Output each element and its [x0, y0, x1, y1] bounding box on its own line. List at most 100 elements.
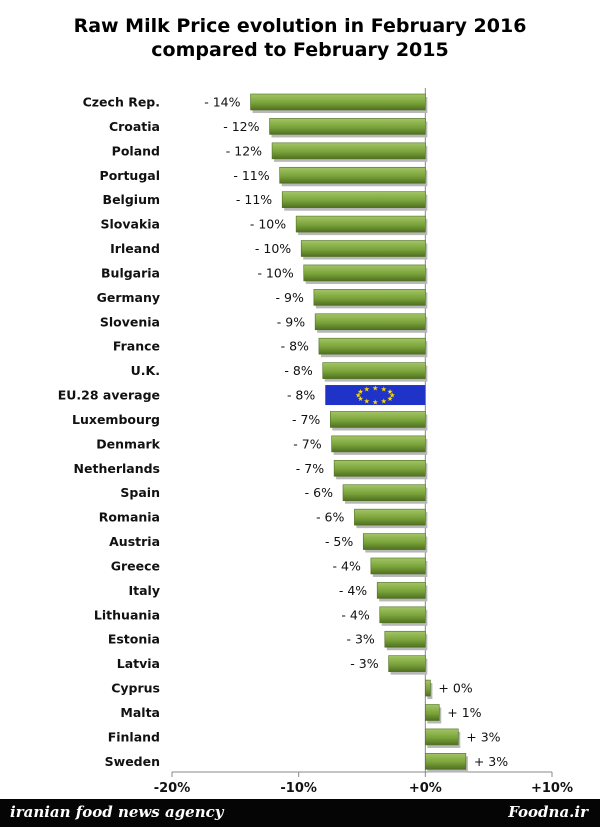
data-label: - 14% [204, 95, 240, 110]
bar [333, 459, 426, 477]
category-label: Estonia [108, 632, 160, 647]
bar [379, 606, 426, 624]
bar [425, 704, 440, 721]
category-label: Bulgaria [101, 265, 160, 280]
bar [342, 484, 426, 502]
data-label: - 8% [287, 388, 315, 403]
data-label: - 7% [293, 436, 321, 451]
category-label: Finland [108, 729, 160, 744]
bar [354, 508, 426, 526]
category-label: Irleand [110, 241, 160, 256]
category-label: Malta [120, 705, 160, 720]
data-label: - 4% [339, 583, 367, 598]
category-label: Latvia [117, 656, 160, 671]
bar [300, 240, 426, 257]
bar [271, 142, 426, 160]
category-label: Netherlands [74, 461, 160, 476]
bar [362, 533, 426, 550]
data-label: + 3% [466, 729, 500, 744]
category-label: EU.28 average [58, 388, 160, 403]
bar [384, 630, 426, 648]
chart-title-line-2: compared to February 2015 [151, 39, 449, 61]
data-label: - 9% [277, 314, 305, 329]
category-label: Belgium [103, 192, 160, 207]
footer-bar: iranian food news agency Foodna.ir [0, 799, 600, 827]
category-label: Slovakia [101, 217, 161, 232]
bar [295, 215, 426, 233]
category-label: Spain [120, 485, 160, 500]
data-label: - 8% [281, 339, 309, 354]
category-label: Germany [97, 290, 160, 305]
eu-star-icon: ★ [355, 392, 361, 400]
data-label: - 7% [296, 461, 324, 476]
eu-star-icon: ★ [357, 388, 363, 396]
data-label: + 1% [447, 705, 481, 720]
data-label: - 10% [255, 241, 291, 256]
category-label: Cyprus [111, 681, 160, 696]
data-label: + 0% [438, 681, 472, 696]
data-label: - 10% [250, 217, 286, 232]
category-label: Italy [129, 583, 161, 598]
eu-star-icon: ★ [372, 385, 378, 393]
footer-agency-text: iranian food news agency [10, 803, 224, 821]
data-label: - 8% [284, 363, 312, 378]
category-label: Portugal [100, 168, 160, 183]
bar [318, 337, 426, 355]
category-label: Greece [111, 558, 160, 573]
bar [370, 557, 426, 575]
eu-star-icon: ★ [381, 385, 387, 393]
eu-star-icon: ★ [389, 392, 395, 400]
category-label: Czech Rep. [83, 95, 160, 110]
data-label: - 4% [341, 607, 369, 622]
bar [388, 655, 426, 672]
bar [269, 118, 426, 135]
bar [281, 191, 426, 208]
bar [376, 582, 426, 599]
bar [330, 411, 426, 428]
eu-star-icon: ★ [364, 398, 370, 406]
eu-star-icon: ★ [381, 398, 387, 406]
data-label: - 11% [236, 192, 272, 207]
chart-title-line-1: Raw Milk Price evolution in February 201… [73, 15, 527, 37]
bar [250, 93, 426, 111]
eu-flag-bar [325, 385, 426, 406]
bar [313, 289, 426, 306]
x-tick-label: +0% [409, 781, 442, 796]
data-label: - 9% [276, 290, 304, 305]
category-label: Luxembourg [72, 412, 160, 427]
category-label: Romania [99, 510, 160, 525]
bar [322, 362, 426, 379]
eu-star-icon: ★ [357, 395, 363, 403]
data-label: - 12% [226, 143, 262, 158]
data-label: - 3% [350, 656, 378, 671]
data-label: - 11% [233, 168, 269, 183]
category-label: Slovenia [100, 314, 160, 329]
x-tick-label: -20% [154, 781, 191, 796]
data-label: - 6% [305, 485, 333, 500]
data-label: - 6% [316, 510, 344, 525]
bar [331, 435, 426, 453]
data-label: - 5% [325, 534, 353, 549]
x-tick-label: +10% [531, 781, 573, 796]
bar [303, 264, 426, 282]
x-tick-label: -10% [280, 781, 317, 796]
eu-star-icon: ★ [364, 385, 370, 393]
eu-star-icon: ★ [372, 399, 378, 407]
eu-star-icon: ★ [387, 395, 393, 403]
eu-star-icon: ★ [387, 388, 393, 396]
bar [425, 679, 431, 697]
category-label: France [113, 339, 160, 354]
bar-chart: Czech Rep. - 14% Croatia - 12% Poland - 12% Po… [58, 88, 573, 796]
data-label: - 4% [333, 558, 361, 573]
bar [314, 313, 426, 331]
category-label: Sweden [105, 754, 160, 769]
category-label: Poland [112, 143, 160, 158]
data-label: - 12% [223, 119, 259, 134]
bar [279, 166, 426, 184]
category-label: Croatia [109, 119, 160, 134]
bar [425, 753, 467, 770]
data-label: - 7% [292, 412, 320, 427]
bar [425, 728, 459, 746]
data-label: + 3% [474, 754, 508, 769]
category-label: Denmark [96, 436, 160, 451]
